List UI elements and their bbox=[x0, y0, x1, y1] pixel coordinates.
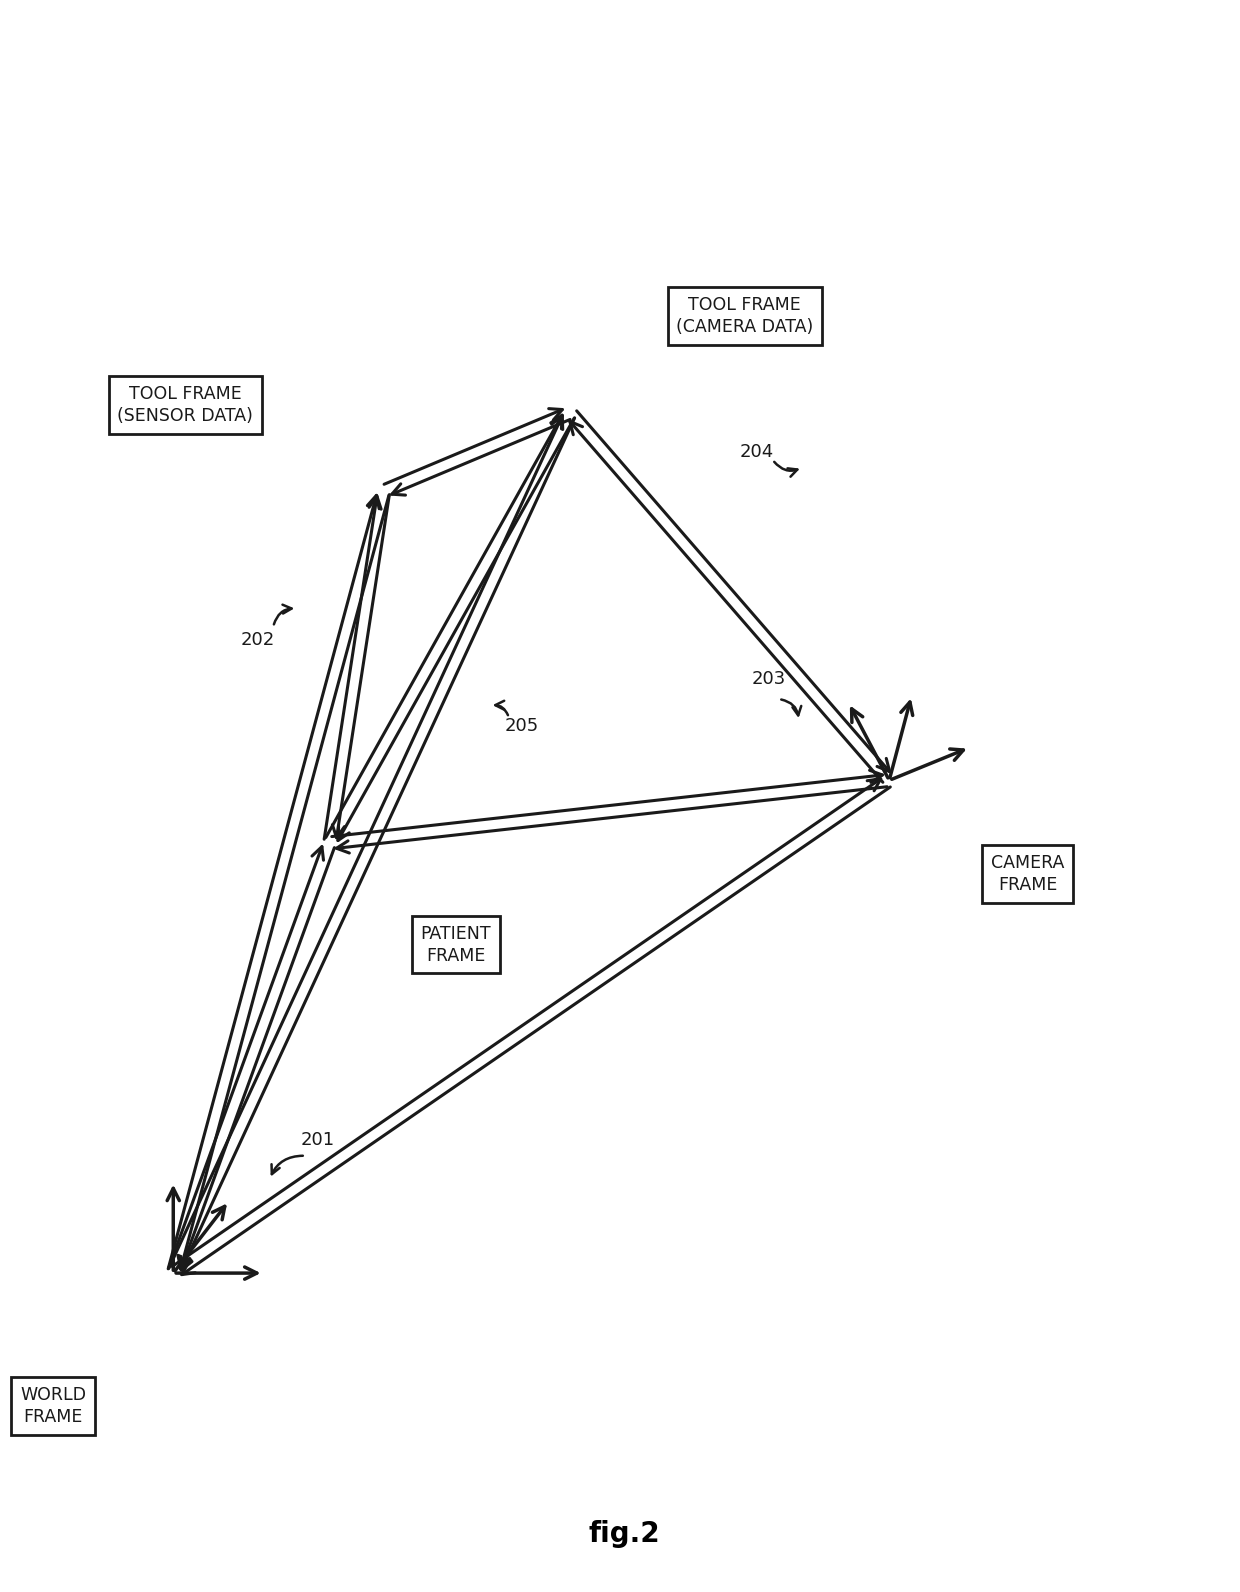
Text: fig.2: fig.2 bbox=[589, 1520, 661, 1549]
Text: CAMERA
FRAME: CAMERA FRAME bbox=[991, 855, 1064, 895]
Text: TOOL FRAME
(CAMERA DATA): TOOL FRAME (CAMERA DATA) bbox=[676, 296, 813, 336]
Text: 205: 205 bbox=[505, 716, 539, 734]
Text: 203: 203 bbox=[751, 670, 786, 688]
Text: 202: 202 bbox=[241, 630, 274, 648]
Text: PATIENT
FRAME: PATIENT FRAME bbox=[420, 925, 491, 965]
Text: 204: 204 bbox=[740, 443, 774, 460]
Text: 201: 201 bbox=[300, 1132, 335, 1149]
Text: TOOL FRAME
(SENSOR DATA): TOOL FRAME (SENSOR DATA) bbox=[118, 385, 253, 425]
Text: WORLD
FRAME: WORLD FRAME bbox=[20, 1387, 86, 1426]
